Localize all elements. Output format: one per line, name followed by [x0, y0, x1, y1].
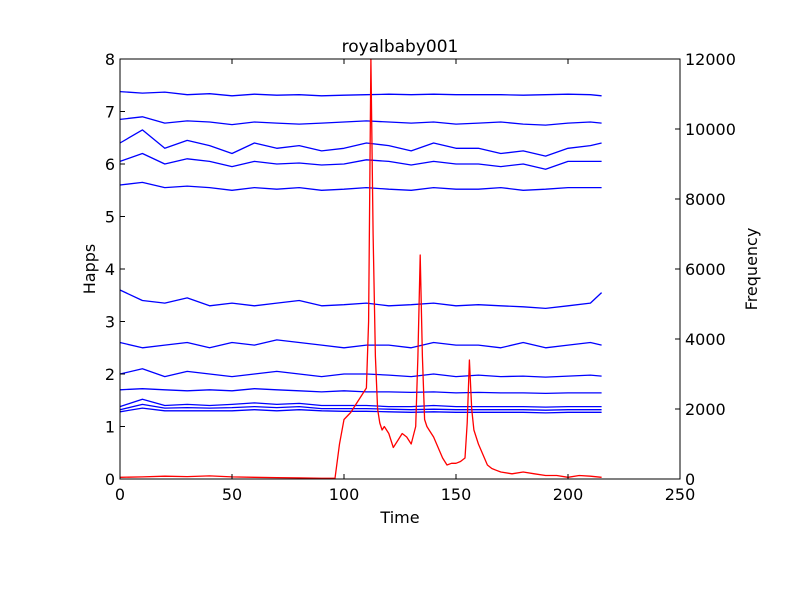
y2-tick-label: 4000: [685, 330, 726, 349]
y-axis-title: Happs: [80, 244, 99, 294]
x-tick-label: 100: [329, 485, 360, 504]
happs-series-line-12: [119, 407, 602, 414]
happs-series-line-4: [119, 152, 602, 170]
tick-marks: [119, 58, 681, 480]
y-tick-label: 2: [105, 365, 115, 384]
happs-series-line-7: [119, 339, 602, 349]
chart-title: royalbaby001: [342, 37, 459, 57]
y2-tick-label: 6000: [685, 260, 726, 279]
happs-series-line-6: [119, 289, 603, 310]
happs-series-line-9: [119, 388, 602, 395]
y-tick-label: 6: [105, 155, 115, 174]
happs-series-line-11: [119, 403, 602, 411]
happs-series-line-10: [119, 398, 602, 408]
plot-area: [119, 58, 603, 479]
y-tick-label: 8: [105, 50, 115, 69]
y2-tick-label: 8000: [685, 190, 726, 209]
x-tick-label: 200: [553, 485, 584, 504]
frequency-series-line: [119, 58, 602, 479]
y-tick-label: 0: [105, 470, 115, 489]
y-tick-label: 5: [105, 208, 115, 227]
x-tick-label: 250: [665, 485, 696, 504]
y2-tick-label: 0: [685, 470, 695, 489]
x-tick-label: 50: [222, 485, 242, 504]
y2-tick-label: 10000: [685, 120, 736, 139]
x-tick-label: 150: [441, 485, 472, 504]
y-tick-label: 3: [105, 313, 115, 332]
y-tick-label: 7: [105, 103, 115, 122]
y-tick-label: 1: [105, 418, 115, 437]
happs-series-line-1: [119, 90, 602, 97]
y2-axis-title: Frequency: [742, 228, 761, 311]
y2-tick-label: 12000: [685, 50, 736, 69]
y2-tick-label: 2000: [685, 400, 726, 419]
happs-series-line-2: [119, 116, 602, 126]
x-axis-title: Time: [379, 508, 419, 527]
x-tick-label: 0: [115, 485, 125, 504]
y-tick-label: 4: [105, 260, 115, 279]
happs-series-line-5: [119, 181, 602, 191]
happs-series-line-3: [119, 129, 602, 157]
